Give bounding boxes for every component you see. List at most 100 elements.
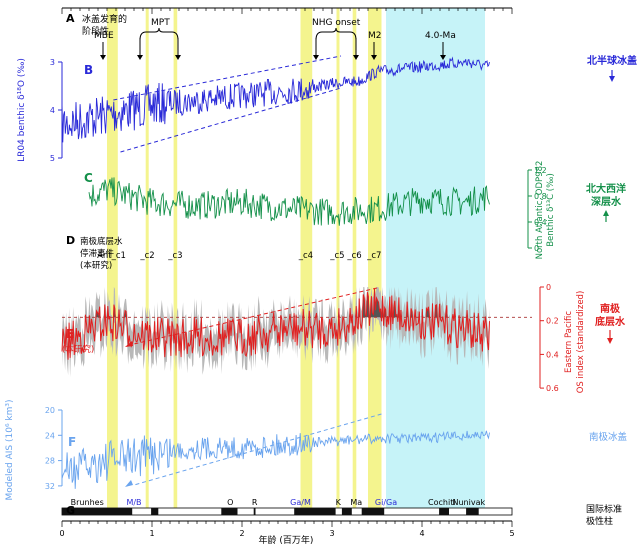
xaxis-label: 年龄 (百万年) xyxy=(259,534,314,546)
xtick-label: 1 xyxy=(149,529,154,538)
ytick-label-e: 0.2 xyxy=(546,317,559,326)
highlight-band xyxy=(368,8,382,508)
normal-polarity-chron xyxy=(151,508,159,515)
cyan-band xyxy=(386,8,485,508)
event-m2: M2 xyxy=(368,31,382,41)
event-nhg: NHG onset xyxy=(312,18,361,28)
ylabel-b: LR04 benthic δ¹⁸O (‰) xyxy=(17,58,27,162)
gpts-label-1: 国际标准 xyxy=(586,503,622,515)
panel-d-label-1: 南极底层水 xyxy=(80,236,123,247)
ais-label: 南极冰盖 xyxy=(589,431,628,443)
ytick-label-f: 28 xyxy=(45,457,55,466)
ytick-label-b: 4 xyxy=(50,106,55,115)
polarity-label-nunivak: Nunivak xyxy=(452,498,485,507)
highlight-band xyxy=(336,8,340,508)
panel-letter-c: C xyxy=(84,171,93,185)
highlight-band xyxy=(107,8,118,508)
stagnation-event-label: _c6 xyxy=(346,251,361,261)
panel-f: 20 24 28 32 xyxy=(45,406,490,491)
polarity-label-brunhes: Brunhes xyxy=(71,498,104,507)
panel-c: 1.2 0.8 0.4 0 xyxy=(88,166,547,253)
brace xyxy=(139,27,179,41)
polarity-label-cochiti: Cochiti xyxy=(428,498,456,507)
highlight-band xyxy=(352,8,357,508)
nadw-label-2: 深层水 xyxy=(591,195,622,208)
panel-a-label-2: 阶段性 xyxy=(82,25,109,37)
panel-b: 3 4 5 xyxy=(50,55,490,163)
normal-polarity-chron xyxy=(221,508,238,515)
gpts-label-2: 极性柱 xyxy=(586,515,613,527)
polarity-label-k: K xyxy=(336,498,342,507)
ytick-label-b: 5 xyxy=(50,154,55,163)
highlight-bands xyxy=(107,8,485,508)
xtick-label: 4 xyxy=(419,529,424,538)
normal-polarity-chron xyxy=(253,508,256,515)
xtick-label: 0 xyxy=(59,529,64,538)
stagnation-event-label: _c4 xyxy=(298,251,313,261)
normal-polarity-chron xyxy=(294,508,336,515)
panel-e: 0 0.2 0.4 0.6 xyxy=(61,283,559,393)
highlight-band xyxy=(300,8,313,508)
panel-d-label-2: 停滞事件 xyxy=(80,248,115,259)
nadw-label-1: 北大西洋 xyxy=(586,182,626,195)
ytick-label-c: 0 xyxy=(534,244,539,253)
series-line-os-index xyxy=(61,288,490,360)
panel-letter-b: B xyxy=(84,63,93,77)
polarity-label-giga: Gi/Ga xyxy=(375,498,397,507)
panel-d-label-3: (本研究) xyxy=(80,260,112,271)
stagnation-event-label: _c7 xyxy=(366,251,381,261)
series-line-ais xyxy=(61,430,490,489)
panel-e-sub: (本研究) xyxy=(62,344,94,355)
panel-letter-a: A xyxy=(66,12,75,25)
ylabel-c-1: North Atlantic, ODP982 xyxy=(535,161,545,260)
ylabel-e-2: OS index (standardized) xyxy=(576,291,586,394)
panel-letter-g: G xyxy=(66,504,75,517)
normal-polarity-chron xyxy=(341,508,352,515)
ytick-label-b: 3 xyxy=(50,58,55,67)
axis-ticks: 0 1 2 3 4 5 xyxy=(59,8,515,538)
polarity-label-r: R xyxy=(252,498,258,507)
ytick-label-f: 20 xyxy=(45,406,55,415)
highlight-band xyxy=(173,8,178,508)
xtick-label: 3 xyxy=(329,529,334,538)
stagnation-event-label: _c5 xyxy=(329,251,344,261)
polarity-label-mb: M/B xyxy=(126,498,141,507)
ytick-label-e: 0 xyxy=(546,283,551,292)
panel-letter-d: D xyxy=(66,234,75,247)
ytick-label-e: 0.4 xyxy=(546,350,559,359)
panel-letter-e: E xyxy=(66,327,74,341)
polarity-label-o: O xyxy=(227,498,233,507)
brace xyxy=(315,27,357,41)
ylabel-c-2: Benthic δ¹³C (‰) xyxy=(546,173,556,247)
normal-polarity-chron xyxy=(466,508,479,515)
stagnation-event-label: _c3 xyxy=(167,251,182,261)
normal-polarity-chron xyxy=(439,508,449,515)
event-mbe: MBE xyxy=(94,31,114,41)
xtick-label: 5 xyxy=(509,529,514,538)
series-line-lr04 xyxy=(61,56,490,143)
aabw-label-1: 南极 xyxy=(600,302,621,315)
panel-a-label-1: 冰盖发育的 xyxy=(82,13,127,25)
normal-polarity-chron xyxy=(361,508,385,515)
xtick-label: 2 xyxy=(239,529,244,538)
ytick-label-f: 32 xyxy=(45,482,55,491)
highlight-band xyxy=(145,8,149,508)
series-line-odp982 xyxy=(88,177,490,226)
ytick-label-c: 1.2 xyxy=(534,166,547,175)
stagnation-event-label: Ant_c1 xyxy=(97,251,126,261)
ytick-label-f: 24 xyxy=(45,431,55,440)
ytick-label-c: 0.8 xyxy=(534,192,547,201)
nh-ice-label: 北半球冰盖 xyxy=(587,54,637,67)
ylabel-f: Modeled AIS (10⁶ km³) xyxy=(5,399,15,500)
event-mpt: MPT xyxy=(151,18,170,28)
ytick-label-e: 0.6 xyxy=(546,384,559,393)
stagnation-event-label: _c2 xyxy=(139,251,154,261)
event-4ma: 4.0-Ma xyxy=(425,31,456,41)
ytick-label-c: 0.4 xyxy=(534,218,547,227)
polarity-label-gam: Ga/M xyxy=(290,498,311,507)
panel-letter-f: F xyxy=(68,435,76,449)
polarity-label-ma: Ma xyxy=(350,498,362,507)
aabw-label-2: 底层水 xyxy=(595,315,626,328)
